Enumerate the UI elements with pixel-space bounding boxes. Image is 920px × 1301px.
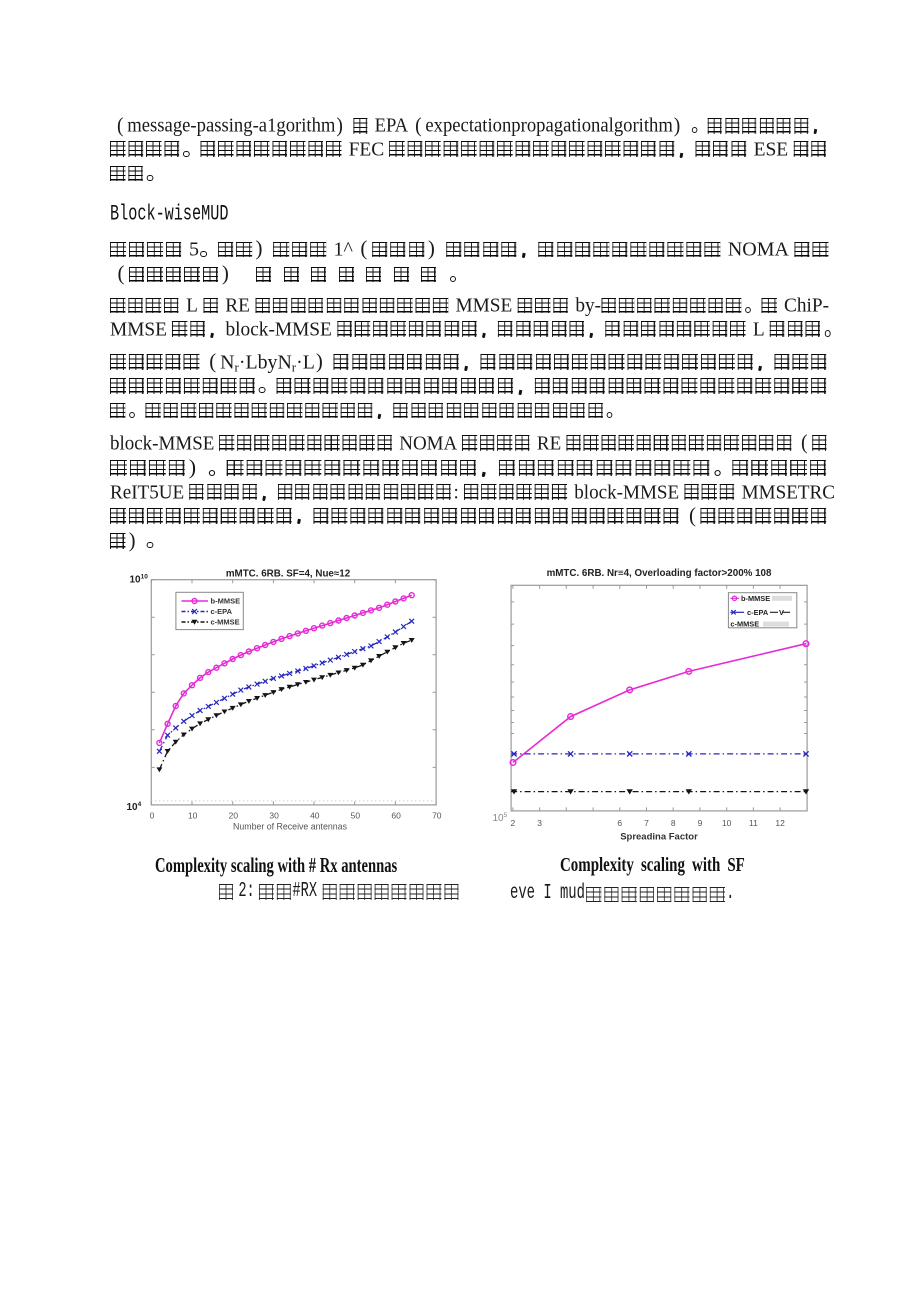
svg-text:50: 50 [351,811,361,821]
svg-text:2: 2 [511,818,516,828]
svg-text:b-MMSE: b-MMSE [741,594,770,603]
svg-text:10: 10 [722,818,732,828]
svg-text:Spreadina Factor: Spreadina Factor [620,832,698,843]
svg-text:c-MMSE: c-MMSE [211,618,240,627]
svg-text:mMTC. 6RB. Nr≡4, Overloading f: mMTC. 6RB. Nr≡4, Overloading factor>200%… [547,568,772,579]
svg-text:105: 105 [493,812,508,824]
svg-text:20: 20 [229,811,239,821]
svg-text:c-EPA: c-EPA [211,607,233,616]
svg-text:70: 70 [432,811,442,821]
svg-text:1010: 1010 [130,574,149,586]
svg-text:30: 30 [269,811,279,821]
svg-text:40: 40 [310,811,320,821]
svg-text:c-EPA: c-EPA [747,608,769,617]
svg-text:11: 11 [749,818,758,828]
svg-text:3: 3 [537,818,542,828]
svg-text:104: 104 [127,801,142,813]
svg-text:b-MMSE: b-MMSE [211,597,241,606]
svg-text:6: 6 [617,818,622,828]
svg-text:Number of Receive antennas: Number of Receive antennas [233,822,348,832]
svg-text:60: 60 [391,811,401,821]
svg-text:c-MMSE: c-MMSE [730,620,759,629]
svg-text:7: 7 [644,818,649,828]
svg-text:10: 10 [188,811,198,821]
svg-text:0: 0 [150,811,155,821]
svg-text:12: 12 [775,818,785,828]
svg-text:9: 9 [698,818,703,828]
svg-text:V: V [779,608,784,617]
svg-text:mMTC. 6RB. SF=4, Nue≈12: mMTC. 6RB. SF=4, Nue≈12 [226,569,351,580]
svg-text:8: 8 [671,818,676,828]
